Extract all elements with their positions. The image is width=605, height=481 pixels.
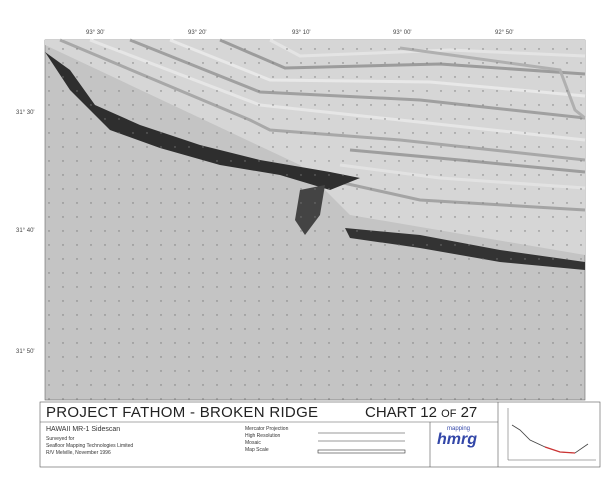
survey-info: R/V Melville, November 1996 (46, 450, 111, 456)
logo-caption: mapping (447, 426, 471, 432)
title-block (39, 401, 601, 468)
longitude-label: 92° 50' (495, 30, 514, 36)
survey-name: HAWAII MR-1 Sidescan (46, 426, 121, 433)
latitude-label: 31° 40' (16, 228, 35, 234)
survey-info: Surveyed for (46, 436, 75, 442)
inset-profile (507, 408, 596, 461)
longitude-label: 93° 30' (86, 30, 105, 36)
longitude-label: 93° 00' (393, 30, 412, 36)
scale-bars (317, 432, 406, 454)
survey-info: Seafloor Mapping Technologies Limited (46, 443, 134, 449)
map-info: Mosaic (245, 440, 261, 446)
map-info: Mercator Projection (245, 426, 289, 432)
map-info: Map Scale (245, 447, 269, 453)
grid-dots (45, 40, 585, 400)
chart-title: PROJECT FATHOM - BROKEN RIDGE (46, 404, 319, 421)
longitude-label: 93° 20' (188, 30, 207, 36)
map-info: High Resolution (245, 433, 281, 439)
latitude-label: 31° 30' (16, 110, 35, 116)
chart-number: CHART 12 of 27 (365, 404, 478, 421)
longitude-label: 93° 10' (292, 30, 311, 36)
logo: hmrg (437, 431, 477, 448)
latitude-label: 31° 50' (16, 349, 35, 355)
